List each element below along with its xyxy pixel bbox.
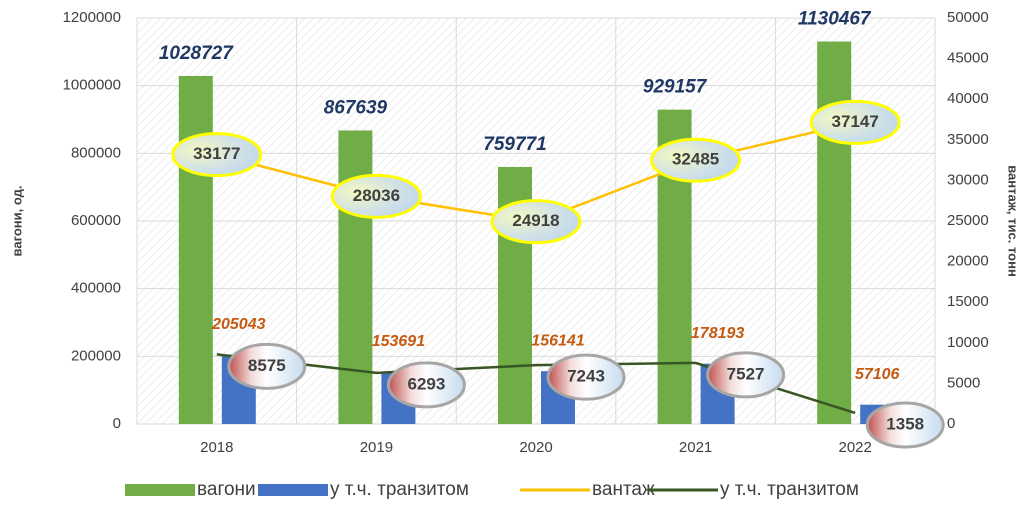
y-tick-label: 1200000 xyxy=(63,9,121,26)
legend-swatch xyxy=(258,484,328,496)
y-tick-label: 200000 xyxy=(71,347,121,364)
y-tick-label: 400000 xyxy=(71,280,121,297)
x-tick-label: 2020 xyxy=(519,439,552,456)
data-label: 759771 xyxy=(483,134,546,155)
legend-label: у т.ч. транзитом xyxy=(330,479,469,500)
line-data-label: 33177 xyxy=(193,144,240,163)
x-tick-label: 2022 xyxy=(839,439,872,456)
bar xyxy=(817,41,852,425)
label-bubble xyxy=(546,353,626,401)
data-label: 205043 xyxy=(211,316,265,333)
x-tick-label: 2018 xyxy=(200,439,233,456)
y2-tick-label: 50000 xyxy=(947,9,989,26)
line-data-label: 7527 xyxy=(727,364,765,383)
y-tick-label: 600000 xyxy=(71,212,121,229)
line-data-label: 8575 xyxy=(248,356,286,375)
label-bubble xyxy=(706,351,786,399)
data-label: 178193 xyxy=(691,325,744,342)
data-label: 153691 xyxy=(372,333,425,350)
label-bubble xyxy=(386,361,466,409)
y2-tick-label: 0 xyxy=(947,415,955,432)
legend-label: вантаж xyxy=(592,479,655,500)
data-label: 156141 xyxy=(531,332,584,349)
legend-label: вагони xyxy=(197,479,256,500)
line-data-label: 37147 xyxy=(832,112,879,131)
y2-tick-label: 35000 xyxy=(947,131,989,148)
legend-swatch xyxy=(125,484,195,496)
bar xyxy=(178,75,213,425)
y-axis-label: вагони, од. xyxy=(9,186,24,257)
line-data-label: 1358 xyxy=(886,414,924,433)
line-data-label: 7243 xyxy=(567,367,605,386)
x-tick-label: 2021 xyxy=(679,439,712,456)
label-bubble xyxy=(227,342,307,390)
y-tick-label: 800000 xyxy=(71,144,121,161)
y2-tick-label: 5000 xyxy=(947,374,980,391)
data-label: 1028727 xyxy=(159,43,234,64)
y2-tick-label: 20000 xyxy=(947,253,989,270)
line-data-label: 32485 xyxy=(672,150,719,169)
label-bubble xyxy=(490,199,582,245)
label-bubble xyxy=(171,132,263,178)
data-label: 57106 xyxy=(855,366,900,383)
y-tick-label: 0 xyxy=(113,415,121,432)
data-label: 929157 xyxy=(643,77,708,98)
y-tick-label: 1000000 xyxy=(63,77,121,94)
label-bubble xyxy=(650,137,742,183)
x-tick-label: 2019 xyxy=(360,439,393,456)
y2-tick-label: 25000 xyxy=(947,212,989,229)
y2-tick-label: 15000 xyxy=(947,293,989,310)
y2-tick-label: 30000 xyxy=(947,171,989,188)
label-bubble xyxy=(809,99,901,145)
data-label: 867639 xyxy=(324,97,388,118)
y2-tick-label: 45000 xyxy=(947,50,989,67)
line-data-label: 24918 xyxy=(512,211,559,230)
line-data-label: 28036 xyxy=(353,186,400,205)
label-bubble xyxy=(865,401,945,449)
data-label: 1130467 xyxy=(798,9,872,30)
legend-label: у т.ч. транзитом xyxy=(720,479,859,500)
y2-axis-label: вантаж, тис. тонн xyxy=(1006,165,1021,277)
line-data-label: 6293 xyxy=(407,374,445,393)
label-bubble xyxy=(330,173,422,219)
y2-tick-label: 40000 xyxy=(947,90,989,107)
y2-tick-label: 10000 xyxy=(947,334,989,351)
